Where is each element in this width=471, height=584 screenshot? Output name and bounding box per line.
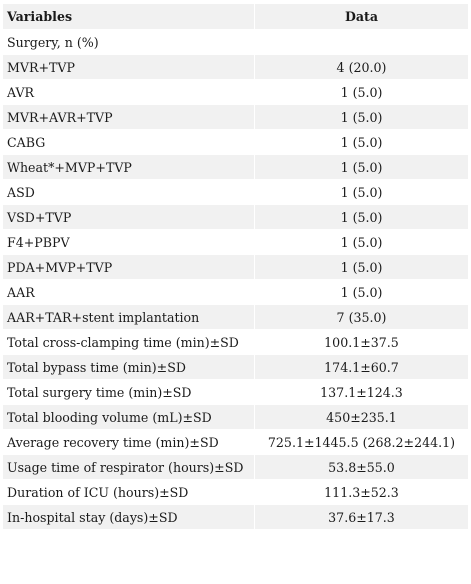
- table-row: ASD 1 (5.0): [3, 180, 468, 205]
- table-row: Surgery, n (%): [3, 30, 468, 55]
- data-cell: 53.8±55.0: [255, 455, 468, 479]
- data-table: Variables Data Surgery, n (%) MVR+TVP 4 (2…: [3, 4, 468, 530]
- variable-cell: CABG: [3, 130, 255, 154]
- variable-cell: ASD: [3, 180, 255, 204]
- table-row: VSD+TVP 1 (5.0): [3, 205, 468, 230]
- table-row: Usage time of respirator (hours)±SD 53.8±…: [3, 455, 468, 480]
- table-body: Surgery, n (%) MVR+TVP 4 (20.0) AVR 1 (5.0) M…: [3, 30, 468, 530]
- variable-cell: In-hospital stay (days)±SD: [3, 505, 255, 529]
- table-row: MVR+TVP 4 (20.0): [3, 55, 468, 80]
- variable-cell: Surgery, n (%): [3, 30, 255, 54]
- variable-cell: Total blooding volume (mL)±SD: [3, 405, 255, 429]
- data-cell: [255, 30, 468, 54]
- table-row: AAR+TAR+stent implantation 7 (35.0): [3, 305, 468, 330]
- header-variables: Variables: [3, 4, 255, 29]
- variable-cell: MVR+TVP: [3, 55, 255, 79]
- table-row: Total surgery time (min)±SD 137.1±124.3: [3, 380, 468, 405]
- header-data: Data: [255, 4, 468, 29]
- data-cell: 1 (5.0): [255, 205, 468, 229]
- data-cell: 450±235.1: [255, 405, 468, 429]
- variable-cell: AAR: [3, 280, 255, 304]
- data-cell: 1 (5.0): [255, 80, 468, 104]
- variable-cell: Duration of ICU (hours)±SD: [3, 480, 255, 504]
- table-row: Total bypass time (min)±SD 174.1±60.7: [3, 355, 468, 380]
- table-row: CABG 1 (5.0): [3, 130, 468, 155]
- variable-cell: MVR+AVR+TVP: [3, 105, 255, 129]
- data-cell: 1 (5.0): [255, 255, 468, 279]
- data-cell: 1 (5.0): [255, 130, 468, 154]
- table-row: Duration of ICU (hours)±SD 111.3±52.3: [3, 480, 468, 505]
- variable-cell: VSD+TVP: [3, 205, 255, 229]
- data-cell: 37.6±17.3: [255, 505, 468, 529]
- data-cell: 174.1±60.7: [255, 355, 468, 379]
- table-row: PDA+MVP+TVP 1 (5.0): [3, 255, 468, 280]
- data-cell: 1 (5.0): [255, 280, 468, 304]
- data-cell: 100.1±37.5: [255, 330, 468, 354]
- variable-cell: AVR: [3, 80, 255, 104]
- data-cell: 7 (35.0): [255, 305, 468, 329]
- table-row: Total cross-clamping time (min)±SD 100.1±…: [3, 330, 468, 355]
- variable-cell: F4+PBPV: [3, 230, 255, 254]
- data-cell: 4 (20.0): [255, 55, 468, 79]
- variable-cell: Wheat*+MVP+TVP: [3, 155, 255, 179]
- variable-cell: Total bypass time (min)±SD: [3, 355, 255, 379]
- data-cell: 1 (5.0): [255, 180, 468, 204]
- variable-cell: PDA+MVP+TVP: [3, 255, 255, 279]
- data-cell: 1 (5.0): [255, 230, 468, 254]
- data-cell: 725.1±1445.5 (268.2±244.1): [255, 430, 468, 454]
- variable-cell: Total surgery time (min)±SD: [3, 380, 255, 404]
- variable-cell: Average recovery time (min)±SD: [3, 430, 255, 454]
- table-header-row: Variables Data: [3, 4, 468, 30]
- variable-cell: AAR+TAR+stent implantation: [3, 305, 255, 329]
- variable-cell: Usage time of respirator (hours)±SD: [3, 455, 255, 479]
- table-row: AVR 1 (5.0): [3, 80, 468, 105]
- data-cell: 1 (5.0): [255, 105, 468, 129]
- table-row: Total blooding volume (mL)±SD 450±235.1: [3, 405, 468, 430]
- table-row: Average recovery time (min)±SD 725.1±1445…: [3, 430, 468, 455]
- table-row: F4+PBPV 1 (5.0): [3, 230, 468, 255]
- data-cell: 1 (5.0): [255, 155, 468, 179]
- table-row: MVR+AVR+TVP 1 (5.0): [3, 105, 468, 130]
- data-cell: 137.1±124.3: [255, 380, 468, 404]
- table-row: Wheat*+MVP+TVP 1 (5.0): [3, 155, 468, 180]
- table-row: AAR 1 (5.0): [3, 280, 468, 305]
- data-cell: 111.3±52.3: [255, 480, 468, 504]
- table-row: In-hospital stay (days)±SD 37.6±17.3: [3, 505, 468, 530]
- variable-cell: Total cross-clamping time (min)±SD: [3, 330, 255, 354]
